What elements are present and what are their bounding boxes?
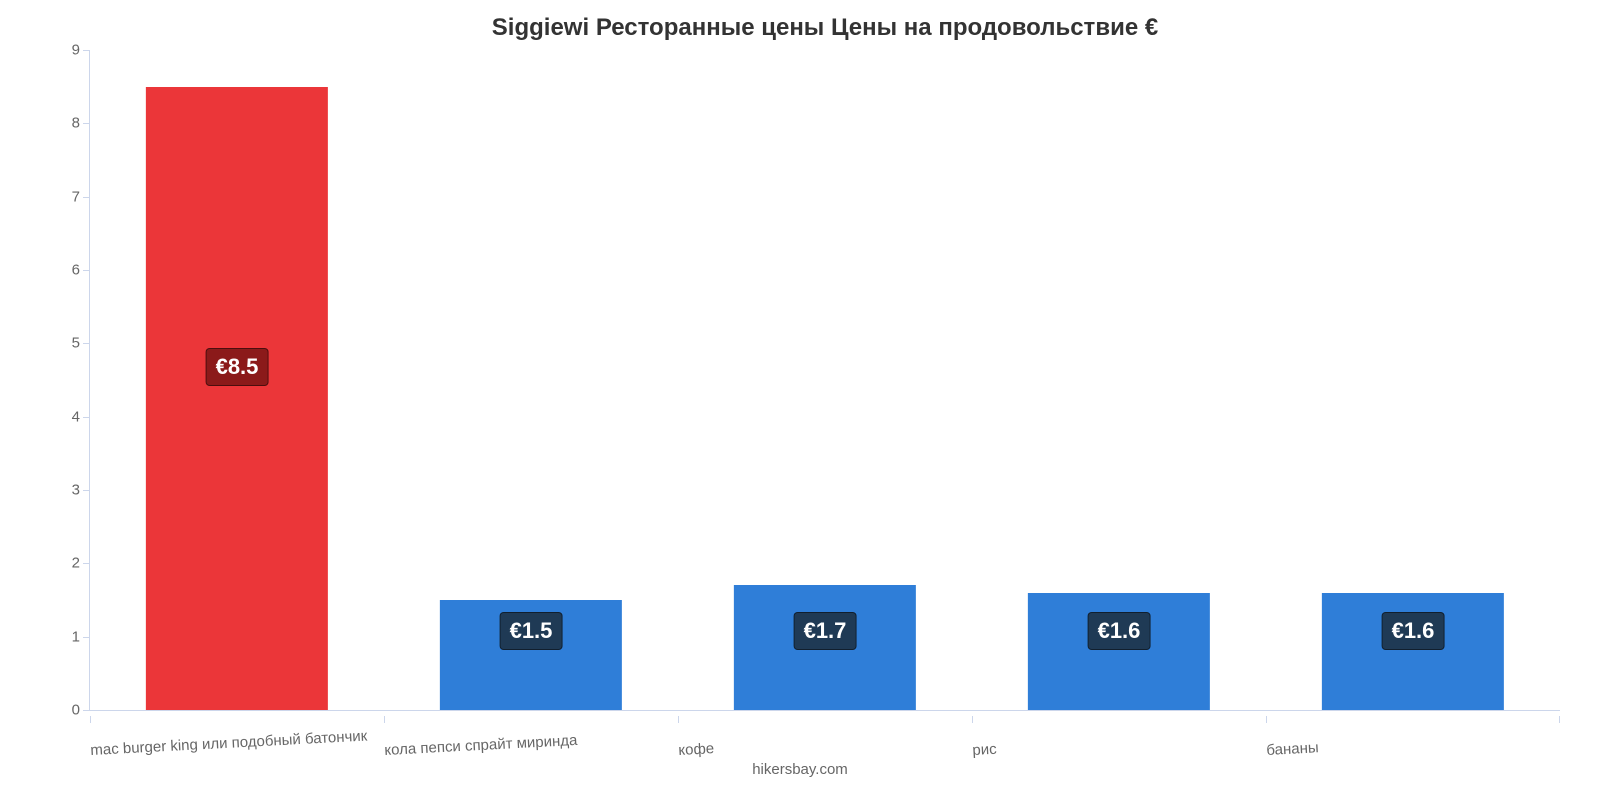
y-tick-label: 6 [72, 262, 80, 279]
x-axis-line [90, 710, 1560, 711]
y-tick-mark [83, 197, 90, 198]
bar-value-label: €1.6 [1382, 612, 1445, 650]
bar-value-label: €1.6 [1088, 612, 1151, 650]
chart-title: Siggiewi Ресторанные цены Цены на продов… [90, 10, 1560, 54]
x-tick-label: кола пепси спрайт миринда [384, 732, 578, 759]
y-tick-mark [83, 50, 90, 51]
x-tick-mark [384, 716, 385, 723]
bar-slot: €1.6 [1266, 50, 1560, 710]
y-tick-mark [83, 270, 90, 271]
chart-container: Siggiewi Ресторанные цены Цены на продов… [0, 0, 1600, 800]
y-tick-mark [83, 123, 90, 124]
y-tick-label: 9 [72, 42, 80, 59]
y-tick-mark [83, 637, 90, 638]
bar[interactable] [146, 87, 328, 710]
bar-slot: €8.5 [90, 50, 384, 710]
plot-area: €8.5€1.5€1.7€1.6€1.6 0123456789 [90, 50, 1560, 710]
x-tick-label: бананы [1266, 739, 1319, 759]
bar[interactable] [1028, 593, 1210, 710]
x-tick-label: mac burger king или подобный батончик [90, 727, 368, 758]
y-tick-mark [83, 343, 90, 344]
y-tick-label: 7 [72, 188, 80, 205]
y-tick-label: 1 [72, 628, 80, 645]
x-tick-label: кофе [678, 740, 715, 759]
y-tick-label: 3 [72, 482, 80, 499]
x-tick-mark [678, 716, 679, 723]
credits-text: hikersbay.com [0, 761, 1600, 778]
y-tick-mark [83, 563, 90, 564]
bar-slot: €1.5 [384, 50, 678, 710]
x-tick-mark [1559, 716, 1560, 723]
bar-value-label: €1.7 [794, 612, 857, 650]
y-tick-mark [83, 710, 90, 711]
x-tick-mark [90, 716, 91, 723]
x-tick-mark [972, 716, 973, 723]
bars-row: €8.5 €1.5 €1.7 €1.6 €1.6 [90, 50, 1560, 710]
y-tick-label: 2 [72, 555, 80, 572]
y-tick-mark [83, 417, 90, 418]
y-tick-mark [83, 490, 90, 491]
bar-value-label: €1.5 [500, 612, 563, 650]
y-tick-label: 4 [72, 408, 80, 425]
bar-slot: €1.6 [972, 50, 1266, 710]
bar-slot: €1.7 [678, 50, 972, 710]
x-tick-label: рис [972, 741, 997, 759]
y-tick-label: 0 [72, 702, 80, 719]
bar[interactable] [1322, 593, 1504, 710]
x-tick-mark [1266, 716, 1267, 723]
y-tick-label: 5 [72, 335, 80, 352]
bar-value-label: €8.5 [206, 348, 269, 386]
y-tick-label: 8 [72, 115, 80, 132]
